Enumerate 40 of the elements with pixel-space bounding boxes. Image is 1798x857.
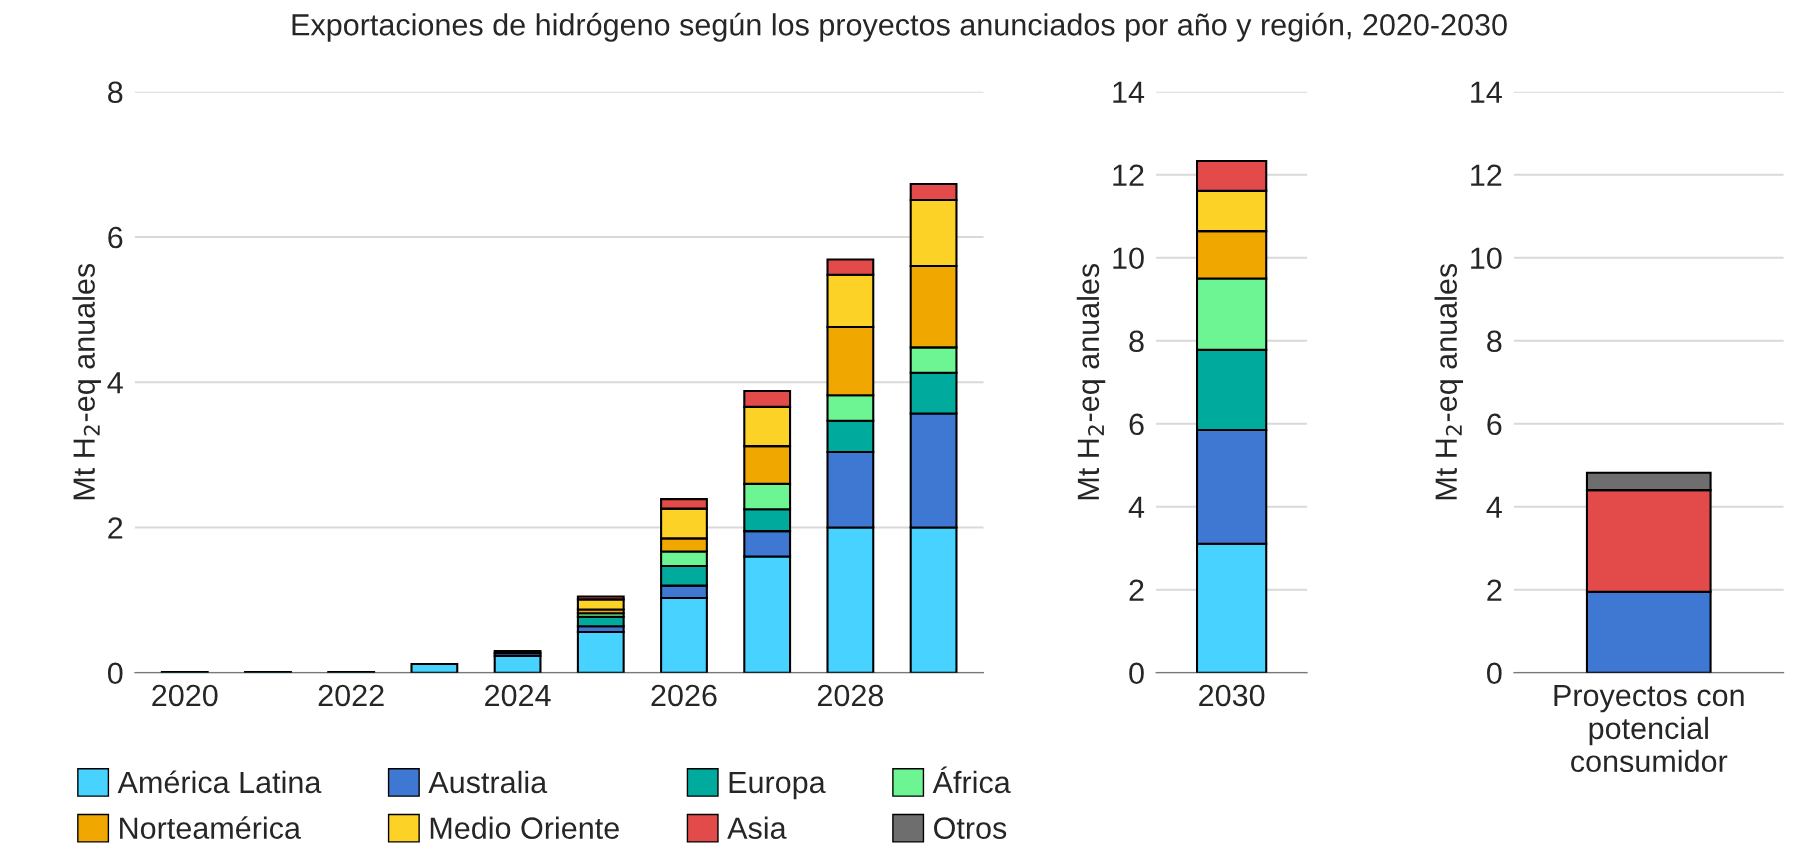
x-tick-label: 2022: [318, 684, 384, 707]
y-tick-label: 2: [108, 517, 123, 539]
y-tick-label: 8: [108, 81, 123, 104]
y-tick-label: 2: [1487, 579, 1502, 601]
y-tick-label: 14: [1113, 81, 1145, 103]
legend-label: América Latina: [117, 770, 322, 794]
legend-label: Asia: [727, 816, 787, 839]
legend-label: Europa: [729, 771, 826, 800]
y-tick-label: 4: [107, 372, 123, 394]
y-tick-label: 8: [1487, 330, 1502, 353]
x-tick-label: 2020: [152, 684, 218, 707]
y-axis-title: Mt H$_{2}$-eq anuales: [1076, 263, 1106, 500]
y-tick-label: 6: [1129, 413, 1144, 436]
y-tick-label: 4: [1128, 496, 1145, 518]
y-tick-label: 2: [1129, 579, 1144, 601]
x-tick-label: 2028: [817, 684, 884, 707]
legend-label: Otros: [934, 817, 1007, 839]
y-tick-label: 8: [1129, 330, 1144, 353]
y-tick-label: 4: [1486, 496, 1502, 518]
y-tick-label: 12: [1471, 164, 1502, 186]
y-tick-label: 0: [1129, 662, 1144, 685]
x-tick-label: 2024: [485, 684, 551, 707]
y-tick-label: 12: [1113, 164, 1144, 186]
legend-label: Norteamérica: [120, 816, 301, 839]
x-tick-label: 2026: [651, 684, 717, 707]
y-tick-label: 14: [1471, 81, 1502, 103]
x-tick-label: Proyectos con potencial consumidor: [1554, 684, 1744, 773]
y-axis-title: Mt H$_{2}$-eq anuales: [1434, 263, 1464, 500]
legend-label: Medio Oriente: [430, 816, 619, 839]
y-tick-label: 0: [1487, 662, 1502, 685]
y-tick-label: 0: [107, 662, 123, 685]
y-tick-label: 10: [1113, 247, 1144, 270]
y-tick-label: 6: [108, 226, 123, 249]
y-tick-label: 6: [1487, 413, 1502, 436]
chart-title: Exportaciones de hidrógeno según los proyectos anunciados por año y región, 2020-2030: [292, 12, 1507, 42]
legend-label: Australia: [428, 770, 548, 794]
legend-label: África: [932, 766, 1011, 794]
y-tick-label: 10: [1471, 247, 1502, 270]
x-tick-label: 2030: [1199, 684, 1265, 707]
y-axis-title: Mt H$_{2}$-eq anuales: [72, 263, 101, 500]
